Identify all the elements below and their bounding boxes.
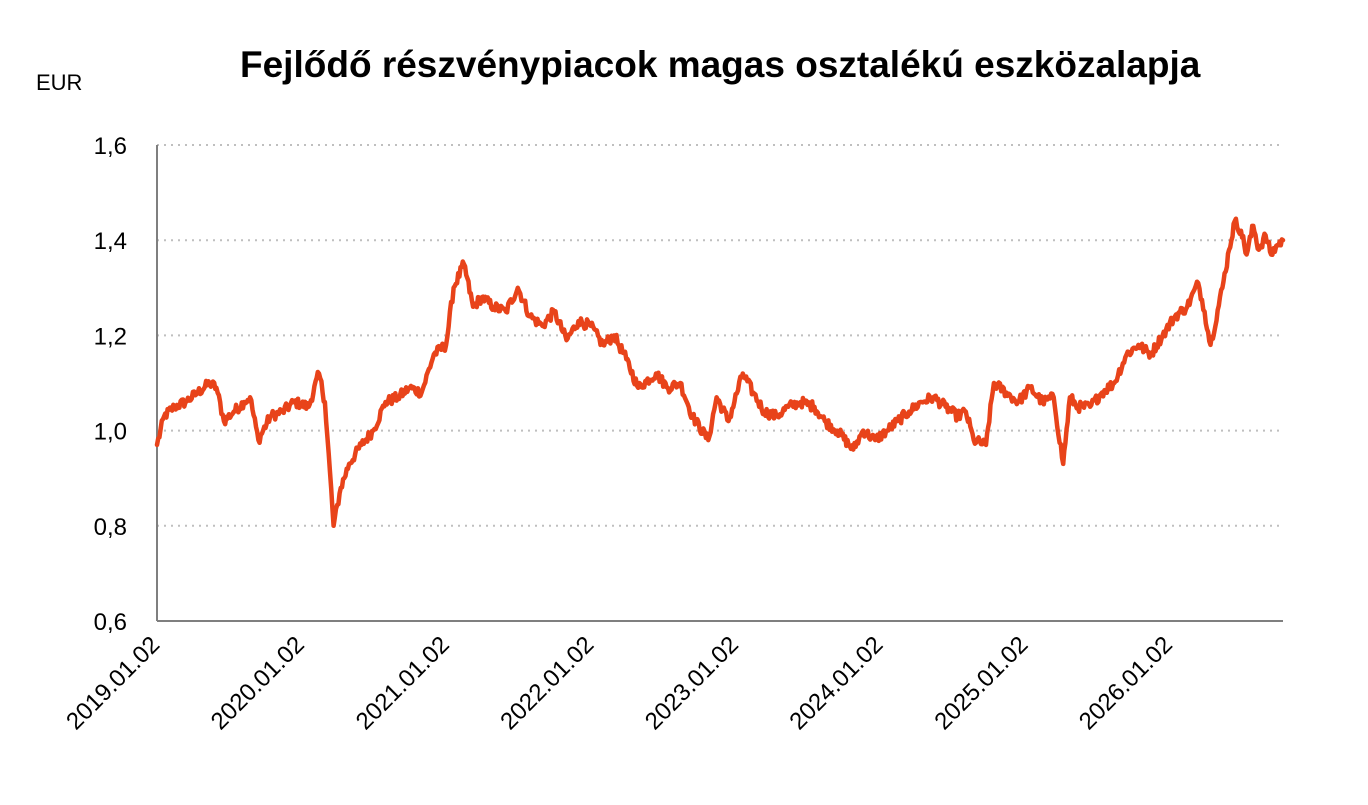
y-tick-label: 0,8 xyxy=(94,514,127,541)
x-tick-label: 2021.01.02 xyxy=(351,631,455,735)
y-tick-label: 0,6 xyxy=(94,609,127,636)
x-tick-label: 2023.01.02 xyxy=(640,631,744,735)
y-tick-label: 1,4 xyxy=(94,228,127,255)
x-tick-label: 2020.01.02 xyxy=(206,631,310,735)
y-tick-label: 1,0 xyxy=(94,419,127,446)
x-tick-label: 2019.01.02 xyxy=(61,631,165,735)
x-tick-label: 2022.01.02 xyxy=(495,631,599,735)
x-tick-label: 2026.01.02 xyxy=(1074,631,1178,735)
x-tick-label: 2025.01.02 xyxy=(929,631,1033,735)
y-tick-label: 1,2 xyxy=(94,323,127,350)
y-tick-label: 1,6 xyxy=(94,133,127,160)
y-unit-label: EUR xyxy=(36,70,83,95)
x-tick-label: 2024.01.02 xyxy=(784,631,888,735)
chart-title: Fejlődő részvénypiacok magas osztalékú e… xyxy=(240,44,1201,85)
series-line xyxy=(154,216,1286,529)
